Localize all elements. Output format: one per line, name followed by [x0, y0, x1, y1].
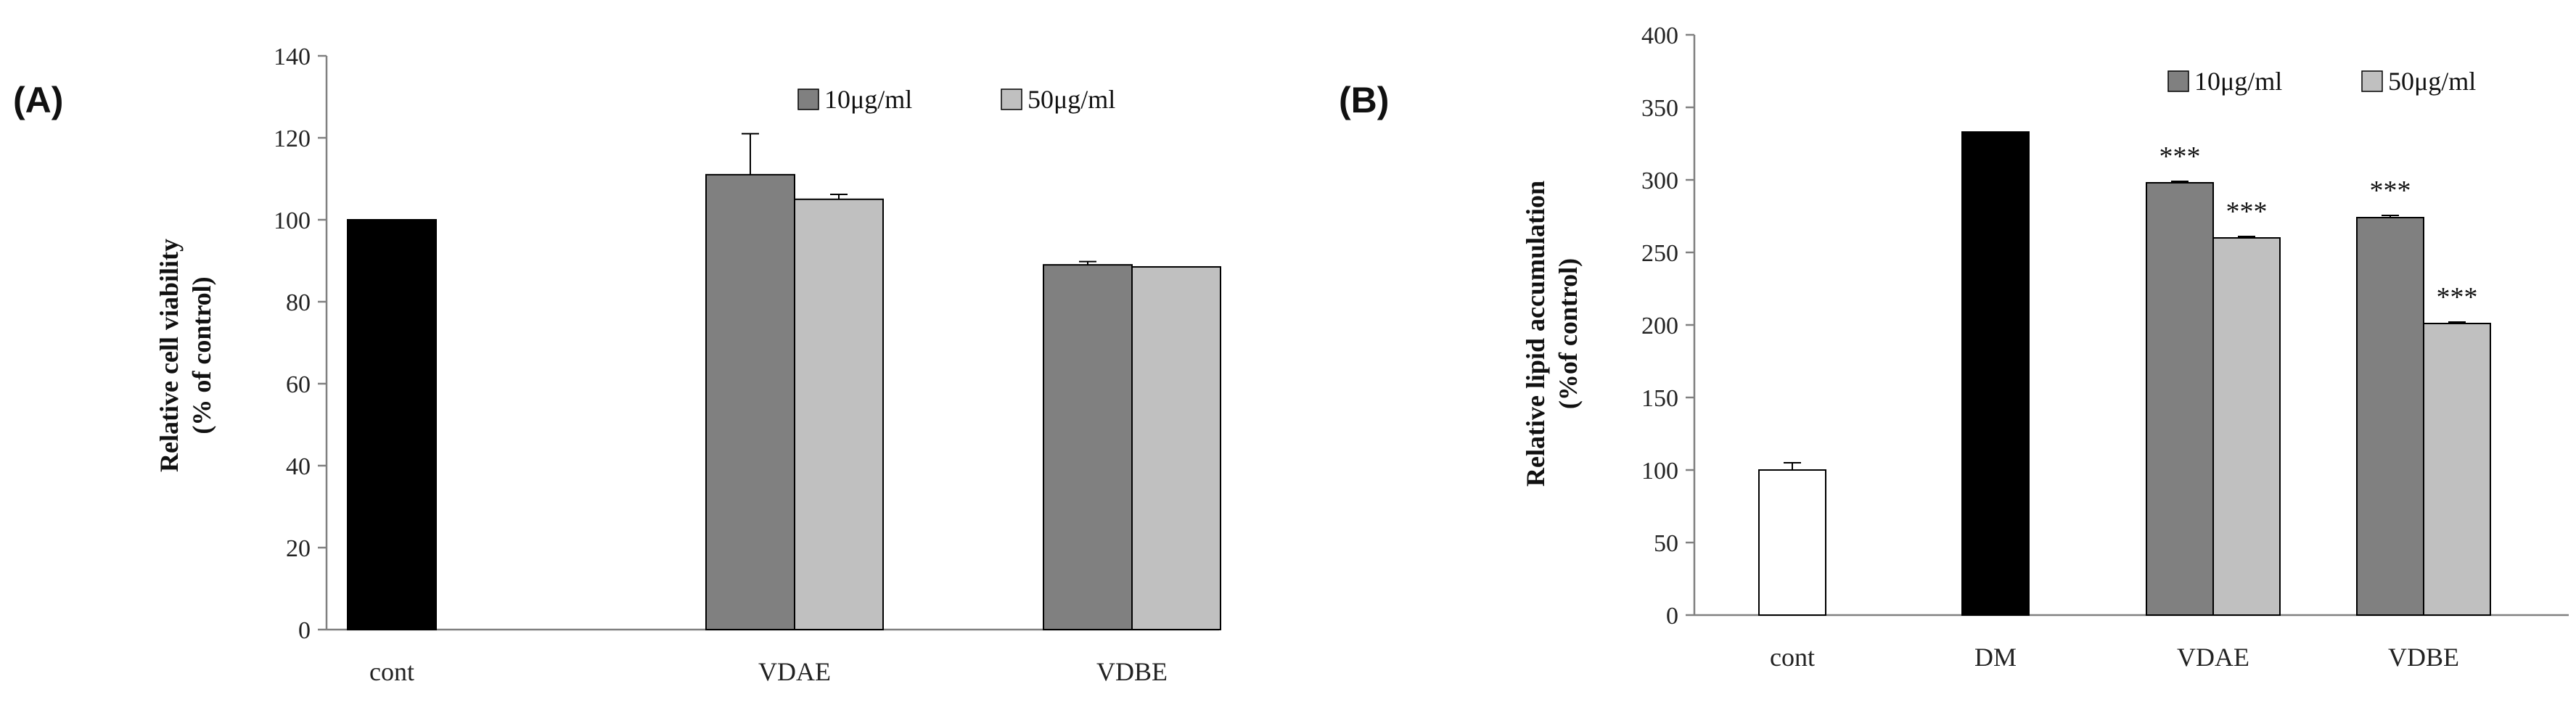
y-tick-label: 400 — [1641, 22, 1678, 49]
legend-a: 10μg/ml 50μg/ml — [797, 85, 1115, 114]
bar-cont-control — [347, 219, 437, 630]
legend-b: 10μg/ml 50μg/ml — [2167, 67, 2476, 96]
y-tick-label: 200 — [1641, 313, 1678, 339]
y-tick-label: 0 — [298, 617, 311, 644]
legend-swatch-50 — [2361, 70, 2383, 92]
y-axis-label-b-line2: (%of control) — [1554, 258, 1583, 409]
significance-vdae-50-g-ml: *** — [2226, 197, 2268, 227]
y-tick-label: 350 — [1641, 95, 1678, 122]
x-tick-label-vdae: VDAE — [2177, 643, 2249, 672]
legend-label-10: 10μg/ml — [824, 85, 912, 114]
bar-vdbe-50-g-ml — [2423, 323, 2491, 616]
y-tick-label: 250 — [1641, 240, 1678, 267]
y-tick-label: 50 — [1654, 530, 1678, 557]
bar-cont-control — [1758, 469, 1826, 616]
significance-vdae-10-g-ml: *** — [2159, 141, 2201, 172]
legend-swatch-50 — [1001, 88, 1022, 110]
bar-vdbe-50-g-ml — [1131, 265, 1221, 630]
y-tick-label: 60 — [286, 371, 311, 398]
legend-label-10: 10μg/ml — [2194, 67, 2282, 96]
bar-vdae-10-g-ml — [2146, 182, 2214, 616]
y-tick-label: 150 — [1641, 385, 1678, 412]
y-tick-label: 300 — [1641, 168, 1678, 194]
legend-label-50: 50μg/ml — [1027, 85, 1115, 114]
significance-vdbe-10-g-ml: *** — [2370, 176, 2411, 206]
bar-vdae-50-g-ml — [2212, 237, 2281, 616]
legend-swatch-10 — [797, 88, 819, 110]
bar-vdbe-10-g-ml — [2356, 217, 2424, 616]
y-tick-label: 120 — [274, 125, 311, 152]
chart-panel-a: (A) Relative cell viability (% of contro… — [13, 44, 1221, 686]
y-axis-label-a-line2: (% of control) — [187, 276, 216, 434]
legend-swatch-10 — [2167, 70, 2189, 92]
y-tick-label: 40 — [286, 453, 311, 480]
y-tick-label: 100 — [1641, 458, 1678, 485]
x-tick-label-cont: cont — [369, 657, 414, 686]
chart-panel-b: (B) Relative lipid accumulation (%of con… — [1339, 22, 2569, 672]
panel-label-b: (B) — [1339, 80, 1389, 120]
x-tick-label-dm: DM — [1974, 643, 2017, 672]
y-axis-label-b-line1: Relative lipid accumulation — [1521, 181, 1550, 487]
x-tick-label-cont: cont — [1770, 643, 1815, 672]
x-tick-label-vdae: VDAE — [758, 657, 831, 686]
y-tick-label: 0 — [1666, 603, 1678, 630]
legend-label-50: 50μg/ml — [2388, 67, 2476, 96]
x-tick-label-vdbe: VDBE — [2388, 643, 2459, 672]
bar-dm-dm — [1961, 131, 2030, 616]
significance-vdbe-50-g-ml: *** — [2437, 282, 2478, 313]
bar-vdae-10-g-ml — [705, 173, 795, 631]
y-tick-label: 100 — [274, 207, 311, 234]
bar-vdbe-10-g-ml — [1043, 264, 1133, 630]
y-axis-label-a-line1: Relative cell viability — [155, 239, 184, 472]
y-tick-label: 20 — [286, 535, 311, 562]
bar-vdae-50-g-ml — [794, 198, 884, 630]
x-tick-label-vdbe: VDBE — [1096, 657, 1168, 686]
y-tick-label: 80 — [286, 289, 311, 316]
panel-label-a: (A) — [13, 80, 63, 120]
y-tick-label: 140 — [274, 44, 311, 70]
